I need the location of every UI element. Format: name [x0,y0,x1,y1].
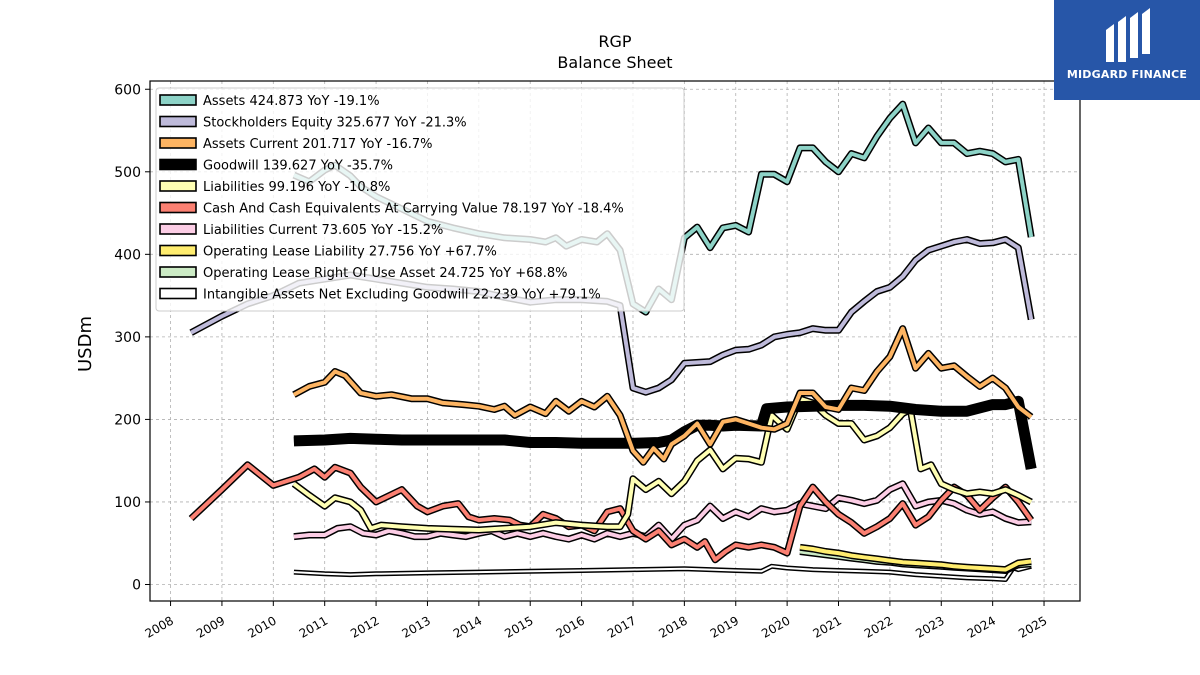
series-line [188,461,1035,564]
y-tick-label: 600 [114,82,141,98]
series-line [293,563,1032,582]
chart-title: RGP [598,32,632,51]
y-tick-label: 400 [114,247,141,263]
legend-label: Assets 424.873 YoY -19.1% [203,94,380,109]
legend-label: Liabilities 99.196 YoY -10.8% [203,180,390,195]
x-tick-label: 2019 [708,613,741,640]
legend-label: Intangible Assets Net Excluding Goodwill… [203,288,601,303]
legend-swatch [159,94,197,106]
x-tick-label: 2018 [656,613,689,640]
legend-swatch [159,137,197,149]
legend-label: Assets Current 201.717 YoY -16.7% [203,137,433,152]
x-tick-label: 2015 [502,613,535,640]
legend-swatch [159,244,197,257]
y-tick-label: 300 [114,330,141,346]
series-path [292,396,1033,532]
x-tick-label: 2010 [245,613,278,640]
y-tick-label: 0 [132,577,141,593]
y-tick-label: 200 [114,412,141,428]
legend-label: Operating Lease Liability 27.756 YoY +67… [203,245,497,260]
x-tick-label: 2008 [143,613,176,640]
legend-swatch [159,223,197,235]
legend-entry: Operating Lease Right Of Use Asset 24.72… [159,266,567,281]
legend-swatch [159,115,197,128]
x-axis-ticks: 2008 2009 2010 2011 2012 2013 2014 2015 2016 2017… [143,601,1050,641]
legend-swatch [159,266,197,278]
series-path [293,481,1032,542]
x-tick-label: 2009 [194,613,227,640]
legend-swatch [159,287,197,300]
series-line [293,480,1032,543]
series-path [293,565,1032,581]
legend: Assets 424.873 YoY -19.1% Stockholders Eq… [155,87,685,312]
x-tick-label: 2012 [348,613,381,640]
x-tick-label: 2016 [554,613,587,640]
legend-entry: Assets Current 201.717 YoY -16.7% [159,137,433,152]
x-tick-label: 2024 [965,613,998,640]
x-tick-label: 2022 [862,613,895,640]
y-tick-label: 100 [114,495,141,511]
legend-swatch [159,201,197,214]
x-tick-label: 2017 [605,613,638,640]
legend-label: Operating Lease Right Of Use Asset 24.72… [203,266,567,281]
legend-entry: Liabilities Current 73.605 YoY -15.2% [159,223,443,238]
x-tick-label: 2011 [297,613,330,640]
x-tick-label: 2013 [400,613,433,640]
y-tick-label: 500 [114,165,141,181]
legend-entry: Intangible Assets Net Excluding Goodwill… [159,287,601,303]
legend-box [155,87,685,312]
plot-frame [149,80,1081,602]
brand-logo: MIDGARD FINANCE [1054,0,1200,100]
series-path [799,545,1032,572]
legend-entry: Stockholders Equity 325.677 YoY -21.3% [159,115,467,131]
legend-entry: Liabilities 99.196 YoY -10.8% [159,180,390,195]
brand-name: MIDGARD FINANCE [1066,68,1188,81]
legend-label: Liabilities Current 73.605 YoY -15.2% [203,223,443,238]
series-line [799,543,1032,574]
x-tick-label: 2025 [1016,613,1049,640]
legend-entry: Operating Lease Liability 27.756 YoY +67… [159,244,497,260]
x-tick-label: 2021 [811,613,844,640]
legend-label: Stockholders Equity 325.677 YoY -21.3% [203,116,467,131]
y-axis-label: USDm [75,316,96,372]
legend-swatch [159,180,197,192]
series-line [291,395,1033,534]
x-tick-label: 2014 [451,613,484,640]
series-path [292,326,1033,465]
chart-subtitle: Balance Sheet [557,53,672,72]
legend-swatch [159,158,197,171]
legend-entry: Assets 424.873 YoY -19.1% [159,94,380,109]
x-tick-label: 2020 [759,613,792,640]
y-axis-ticks: 0 100 200 300 400 500 600 [114,82,150,593]
brand-mark-icon [1106,8,1150,62]
series-path [189,462,1033,562]
legend-entry: Cash And Cash Equivalents At Carrying Va… [159,201,624,217]
legend-label: Cash And Cash Equivalents At Carrying Va… [203,202,624,217]
series-line [292,325,1034,466]
legend-entry: Goodwill 139.627 YoY -35.7% [159,158,393,174]
x-tick-label: 2023 [913,613,946,640]
legend-label: Goodwill 139.627 YoY -35.7% [203,159,393,174]
